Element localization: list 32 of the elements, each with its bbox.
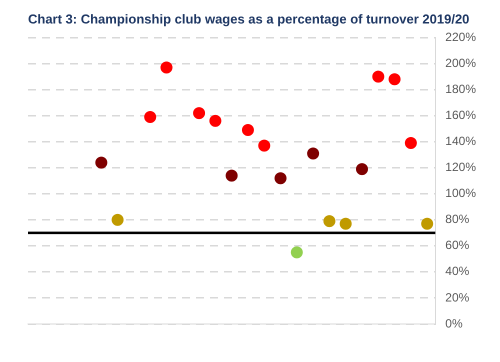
point <box>112 214 124 226</box>
y-tick-label: 0% <box>445 316 463 330</box>
point <box>226 170 238 182</box>
point <box>388 73 401 86</box>
point <box>372 70 384 83</box>
point <box>258 140 270 152</box>
point <box>193 107 206 120</box>
point <box>95 156 108 169</box>
y-tick-label: 140% <box>445 134 476 148</box>
chart-title: Chart 3: Championship club wages as a percentage of turnover 2019/20 <box>28 11 470 26</box>
point <box>404 137 417 150</box>
point <box>421 218 434 230</box>
y-tick-label: 80% <box>445 212 470 226</box>
point <box>307 147 320 160</box>
point <box>340 218 352 230</box>
point <box>144 111 156 124</box>
y-tick-label: 40% <box>445 264 470 278</box>
y-tick-label: 120% <box>445 160 476 174</box>
point <box>274 172 287 184</box>
y-tick-label: 220% <box>445 30 476 44</box>
point <box>209 114 222 127</box>
y-tick-label: 20% <box>445 290 470 304</box>
y-tick-label: 60% <box>445 238 470 252</box>
y-tick-label: 200% <box>445 56 476 70</box>
point <box>290 246 303 258</box>
point <box>242 124 254 136</box>
y-tick-label: 100% <box>445 186 476 200</box>
y-tick-label: 180% <box>445 82 476 96</box>
point <box>160 62 172 74</box>
y-tick-label: 160% <box>445 108 476 122</box>
point <box>323 215 336 228</box>
point <box>356 163 368 176</box>
